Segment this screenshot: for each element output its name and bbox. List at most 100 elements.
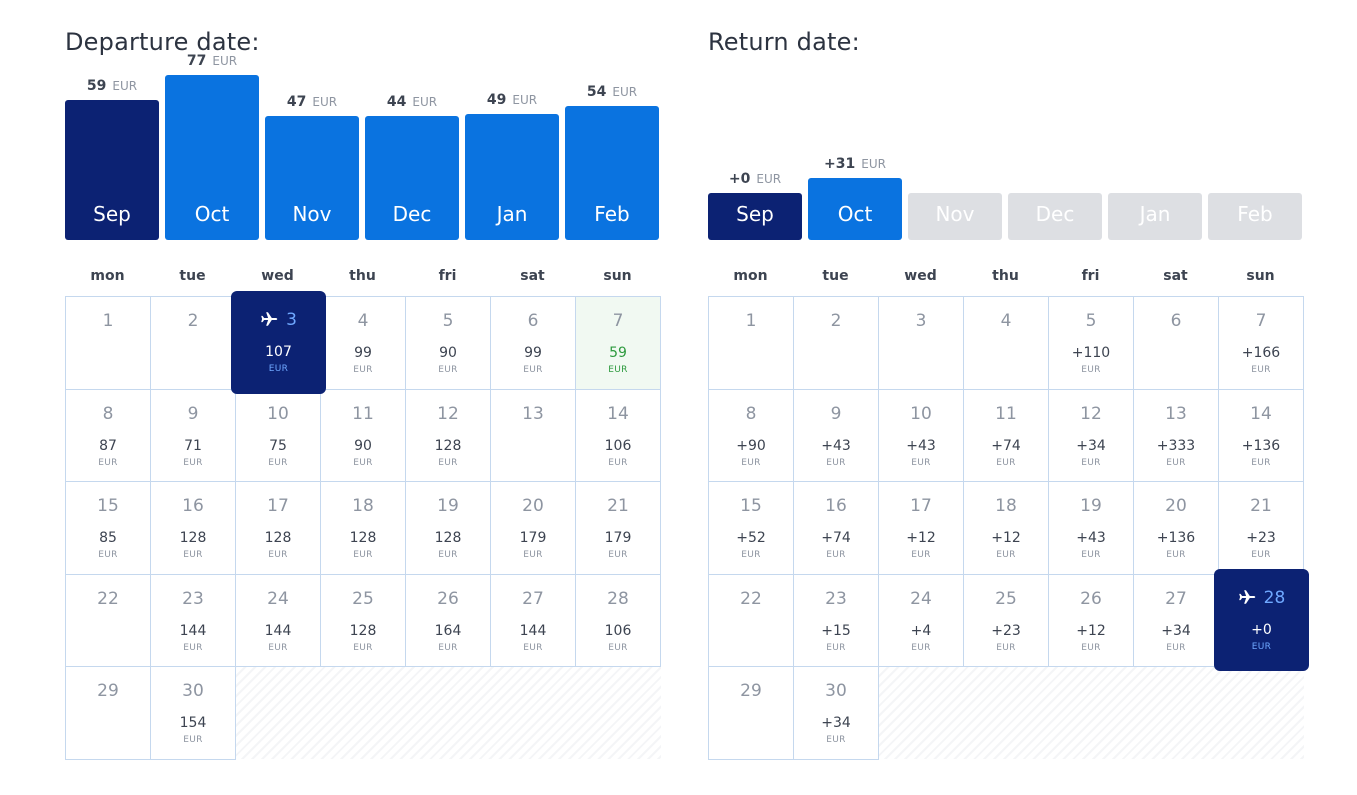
departure-day-26[interactable]: 26 164 EUR [405, 573, 491, 667]
departure-day-11[interactable]: 11 90 EUR [320, 388, 406, 482]
departure-month-nov[interactable]: Nov 47 EUR [265, 0, 359, 240]
departure-day-28[interactable]: 28 106 EUR [575, 573, 661, 667]
return-day-10[interactable]: 10 +43 EUR [878, 388, 964, 482]
return-day-6[interactable]: 6 [1133, 296, 1219, 390]
departure-day-19[interactable]: 19 128 EUR [405, 481, 491, 575]
return-day-23[interactable]: 23 +15 EUR [793, 573, 879, 667]
return-day-22[interactable]: 22 [708, 573, 794, 667]
return-month-label: Sep [736, 202, 774, 226]
departure-day-3[interactable]: 3 107 EUR [231, 291, 326, 394]
departure-month-oct[interactable]: Oct 77 EUR [165, 0, 259, 240]
return-day-26[interactable]: 26 +12 EUR [1048, 573, 1134, 667]
return-day-25[interactable]: 25 +23 EUR [963, 573, 1049, 667]
return-day-3[interactable]: 3 [878, 296, 964, 390]
day-price: +333 [1156, 437, 1196, 454]
return-month-bar [1008, 193, 1102, 240]
departure-day-16[interactable]: 16 128 EUR [150, 481, 236, 575]
return-day-29[interactable]: 29 [708, 666, 794, 760]
return-day-16[interactable]: 16 +74 EUR [793, 481, 879, 575]
departure-day-27[interactable]: 27 144 EUR [490, 573, 576, 667]
price-amount: +31 [824, 156, 856, 172]
departure-month-bar [265, 116, 359, 240]
departure-day-14[interactable]: 14 106 EUR [575, 388, 661, 482]
departure-month-price: 49 EUR [465, 92, 559, 108]
day-number: 21 [576, 496, 660, 516]
day-currency: EUR [911, 550, 931, 560]
return-day-30[interactable]: 30 +34 EUR [793, 666, 879, 760]
departure-day-12[interactable]: 12 128 EUR [405, 388, 491, 482]
departure-day-5[interactable]: 5 90 EUR [405, 296, 491, 390]
weekday-fri: fri [438, 268, 457, 284]
departure-month-label: Feb [594, 202, 630, 226]
day-currency: EUR [183, 735, 203, 745]
departure-day-7[interactable]: 7 59 EUR [575, 296, 661, 390]
day-currency: EUR [996, 642, 1016, 653]
departure-day-25[interactable]: 25 128 EUR [320, 573, 406, 667]
day-number: 10 [879, 404, 963, 424]
return-day-20[interactable]: 20 +136 EUR [1133, 481, 1219, 575]
day-price: +34 [821, 715, 851, 731]
return-day-21[interactable]: 21 +23 EUR [1218, 481, 1304, 575]
return-day-14[interactable]: 14 +136 EUR [1218, 388, 1304, 482]
return-day-18[interactable]: 18 +12 EUR [963, 481, 1049, 575]
departure-month-feb[interactable]: Feb 54 EUR [565, 0, 659, 240]
day-currency: EUR [608, 457, 628, 468]
return-day-27[interactable]: 27 +34 EUR [1133, 573, 1219, 667]
day-number: 20 [491, 496, 575, 516]
weekday-sun: sun [603, 268, 632, 284]
return-day-1[interactable]: 1 [708, 296, 794, 390]
return-day-17[interactable]: 17 +12 EUR [878, 481, 964, 575]
departure-day-10[interactable]: 10 75 EUR [235, 388, 321, 482]
day-number-text: 20 [522, 496, 544, 516]
return-calendar-grid: 1 2 3 4 5 +110 EUR 6 7 +166 EUR 8 +90 EUR 9 +43 EUR 10 +43… [708, 296, 1309, 760]
return-day-15[interactable]: 15 +52 EUR [708, 481, 794, 575]
return-month-sep[interactable]: Sep +0 EUR [708, 0, 802, 240]
return-day-13[interactable]: 13 +333 EUR [1133, 388, 1219, 482]
departure-month-sep[interactable]: Sep 59 EUR [65, 0, 159, 240]
departure-day-9[interactable]: 9 71 EUR [150, 388, 236, 482]
day-number: 17 [236, 496, 320, 516]
return-day-4[interactable]: 4 [963, 296, 1049, 390]
return-day-2[interactable]: 2 [793, 296, 879, 390]
departure-day-15[interactable]: 15 85 EUR [65, 481, 151, 575]
return-day-12[interactable]: 12 +34 EUR [1048, 388, 1134, 482]
departure-day-6[interactable]: 6 99 EUR [490, 296, 576, 390]
return-day-24[interactable]: 24 +4 EUR [878, 573, 964, 667]
return-day-11[interactable]: 11 +74 EUR [963, 388, 1049, 482]
departure-day-13[interactable]: 13 [490, 388, 576, 482]
return-day-5[interactable]: 5 +110 EUR [1048, 296, 1134, 390]
departure-day-8[interactable]: 8 87 EUR [65, 388, 151, 482]
return-month-bar [1208, 193, 1302, 240]
return-day-19[interactable]: 19 +43 EUR [1048, 481, 1134, 575]
airplane-icon [1238, 589, 1256, 604]
day-number: 4 [321, 311, 405, 331]
return-day-7[interactable]: 7 +166 EUR [1218, 296, 1304, 390]
day-price: 75 [269, 437, 287, 454]
day-number-text: 26 [1080, 588, 1102, 609]
day-number: 7 [576, 311, 660, 331]
return-day-28[interactable]: 28 +0 EUR [1214, 568, 1309, 671]
departure-day-24[interactable]: 24 144 EUR [235, 573, 321, 667]
departure-day-18[interactable]: 18 128 EUR [320, 481, 406, 575]
day-currency: EUR [438, 642, 458, 653]
departure-day-20[interactable]: 20 179 EUR [490, 481, 576, 575]
day-number-text: 12 [1080, 403, 1102, 424]
day-number: 2 [151, 311, 235, 331]
departure-day-23[interactable]: 23 144 EUR [150, 573, 236, 667]
departure-month-jan[interactable]: Jan 49 EUR [465, 0, 559, 240]
departure-day-17[interactable]: 17 128 EUR [235, 481, 321, 575]
day-number-text: 8 [102, 403, 114, 424]
departure-day-1[interactable]: 1 [65, 296, 151, 390]
departure-month-bar [465, 114, 559, 240]
departure-day-21[interactable]: 21 179 EUR [575, 481, 661, 575]
departure-day-30[interactable]: 30 154 EUR [150, 666, 236, 760]
departure-day-29[interactable]: 29 [65, 666, 151, 760]
departure-month-dec[interactable]: Dec 44 EUR [365, 0, 459, 240]
return-day-8[interactable]: 8 +90 EUR [708, 388, 794, 482]
day-currency: EUR [1251, 365, 1271, 375]
departure-day-2[interactable]: 2 [150, 296, 236, 390]
return-month-oct[interactable]: Oct +31 EUR [808, 0, 902, 240]
departure-day-4[interactable]: 4 99 EUR [320, 296, 406, 390]
departure-day-22[interactable]: 22 [65, 573, 151, 667]
return-day-9[interactable]: 9 +43 EUR [793, 388, 879, 482]
